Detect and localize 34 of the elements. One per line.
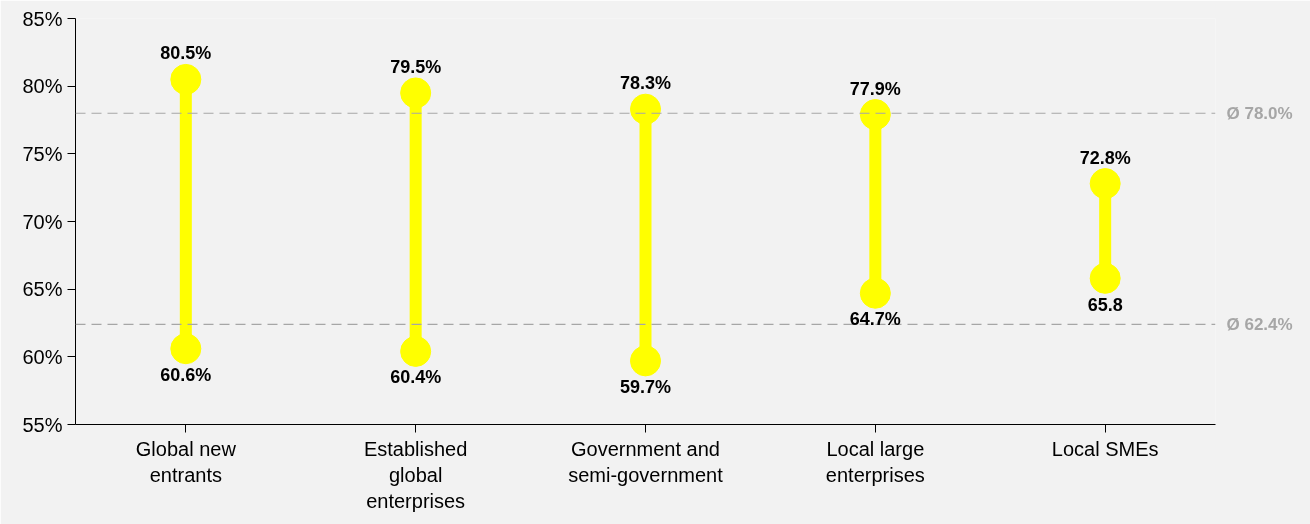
x-tick-label: Local SMEs: [1051, 437, 1159, 460]
y-tick-label: 75%: [22, 142, 63, 165]
point: [170, 333, 202, 365]
x-tick-label: Local large enterprises: [825, 437, 925, 486]
point: [859, 277, 891, 309]
y-tick-label: 65%: [22, 278, 63, 301]
data-label: 80.5%: [160, 43, 212, 64]
x-tick-label: Global new entrants: [135, 437, 237, 486]
data-label: 65.8: [1087, 294, 1123, 315]
point: [1089, 262, 1121, 294]
ref-line-label: Ø 62.4%: [1226, 314, 1293, 334]
data-label: 60.4%: [390, 367, 442, 388]
point: [630, 93, 661, 125]
y-tick-label: 60%: [22, 345, 63, 368]
data-label: 64.7%: [849, 309, 901, 330]
point: [400, 77, 432, 109]
y-tick-label: 85%: [22, 7, 63, 30]
data-label: 72.8%: [1079, 147, 1131, 168]
point: [400, 335, 432, 367]
point: [1089, 168, 1121, 200]
point: [170, 63, 202, 95]
data-label: 78.3%: [619, 73, 672, 94]
y-tick-label: 80%: [22, 75, 63, 98]
point: [859, 99, 891, 131]
data-label: 79.5%: [390, 56, 442, 77]
x-tick-label: Government and semi-government: [568, 437, 724, 486]
y-tick-label: 70%: [22, 210, 63, 233]
point: [630, 345, 661, 377]
data-label: 59.7%: [619, 376, 672, 397]
ref-line-label: Ø 78.0%: [1226, 103, 1293, 123]
y-tick-label: 55%: [22, 413, 63, 436]
data-label: 77.9%: [849, 78, 901, 99]
data-label: 60.6%: [160, 364, 212, 385]
x-tick-label: Established global enterprises: [363, 437, 468, 513]
